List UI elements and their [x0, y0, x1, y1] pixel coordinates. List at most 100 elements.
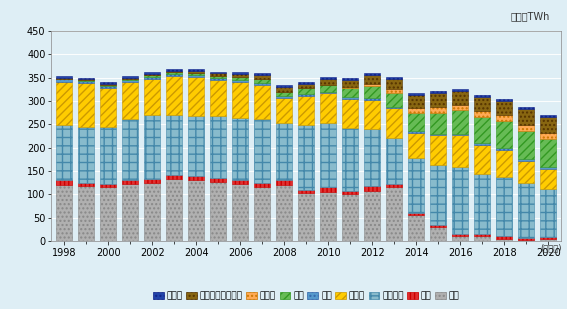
- Bar: [320, 79, 336, 85]
- Bar: [364, 84, 380, 86]
- Bar: [408, 112, 424, 131]
- Bar: [474, 145, 490, 174]
- Bar: [122, 82, 138, 119]
- Bar: [254, 83, 270, 85]
- Bar: [496, 150, 512, 176]
- Bar: [474, 236, 490, 241]
- Bar: [452, 133, 468, 135]
- Bar: [78, 183, 94, 186]
- Bar: [210, 71, 226, 74]
- Bar: [78, 81, 94, 83]
- Bar: [452, 236, 468, 241]
- Bar: [386, 77, 402, 79]
- Bar: [496, 236, 512, 239]
- Bar: [78, 80, 94, 81]
- Bar: [56, 180, 72, 185]
- Bar: [254, 187, 270, 241]
- Bar: [342, 194, 358, 241]
- Bar: [342, 97, 358, 99]
- Bar: [518, 108, 534, 109]
- Bar: [144, 75, 160, 77]
- Bar: [474, 97, 490, 111]
- Bar: [474, 117, 490, 143]
- Bar: [298, 193, 314, 241]
- Bar: [496, 176, 512, 236]
- Bar: [188, 180, 204, 241]
- Bar: [144, 115, 160, 180]
- Bar: [188, 71, 204, 74]
- Bar: [386, 138, 402, 184]
- Bar: [144, 183, 160, 241]
- Bar: [232, 80, 248, 82]
- Text: (試定値): (試定値): [540, 243, 561, 252]
- Bar: [496, 148, 512, 150]
- Bar: [232, 72, 248, 74]
- Bar: [364, 129, 380, 186]
- Bar: [298, 88, 314, 94]
- Legend: その他, バイオエネルギー, 太陽光, 風力, 水力, 原子力, 天然ガス, 石油, 石炎: その他, バイオエネルギー, 太陽光, 風力, 水力, 原子力, 天然ガス, 石…: [153, 292, 459, 301]
- Bar: [408, 95, 424, 108]
- Bar: [408, 158, 424, 213]
- Bar: [452, 135, 468, 167]
- Bar: [210, 182, 226, 241]
- Bar: [430, 93, 446, 107]
- Bar: [474, 174, 490, 234]
- Bar: [408, 215, 424, 241]
- Bar: [122, 76, 138, 78]
- Bar: [144, 78, 160, 115]
- Bar: [386, 79, 402, 89]
- Bar: [342, 87, 358, 88]
- Bar: [188, 176, 204, 180]
- Bar: [210, 76, 226, 78]
- Bar: [100, 82, 116, 84]
- Bar: [452, 167, 468, 234]
- Bar: [496, 239, 512, 241]
- Bar: [232, 82, 248, 118]
- Bar: [342, 129, 358, 191]
- Bar: [364, 75, 380, 84]
- Bar: [408, 213, 424, 215]
- Bar: [144, 77, 160, 78]
- Bar: [232, 77, 248, 80]
- Bar: [276, 87, 292, 91]
- Bar: [298, 190, 314, 193]
- Bar: [100, 85, 116, 86]
- Bar: [540, 239, 556, 241]
- Bar: [408, 133, 424, 158]
- Bar: [56, 76, 72, 78]
- Bar: [276, 98, 292, 123]
- Bar: [452, 105, 468, 110]
- Bar: [342, 80, 358, 87]
- Bar: [276, 85, 292, 87]
- Bar: [100, 187, 116, 241]
- Bar: [430, 107, 446, 112]
- Bar: [452, 234, 468, 236]
- Bar: [430, 112, 446, 133]
- Bar: [386, 108, 402, 138]
- Bar: [540, 169, 556, 189]
- Bar: [78, 127, 94, 183]
- Bar: [122, 80, 138, 82]
- Text: 単位：TWh: 単位：TWh: [511, 12, 550, 22]
- Bar: [188, 75, 204, 77]
- Bar: [540, 167, 556, 169]
- Bar: [166, 74, 182, 76]
- Bar: [364, 191, 380, 241]
- Bar: [210, 179, 226, 182]
- Bar: [496, 101, 512, 115]
- Bar: [386, 92, 402, 107]
- Bar: [100, 127, 116, 184]
- Bar: [298, 94, 314, 96]
- Bar: [540, 189, 556, 237]
- Bar: [540, 139, 556, 167]
- Bar: [320, 123, 336, 187]
- Bar: [144, 74, 160, 75]
- Bar: [254, 119, 270, 183]
- Bar: [518, 238, 534, 239]
- Bar: [364, 186, 380, 191]
- Bar: [56, 125, 72, 180]
- Bar: [254, 79, 270, 83]
- Bar: [188, 74, 204, 75]
- Bar: [496, 99, 512, 101]
- Bar: [364, 86, 380, 98]
